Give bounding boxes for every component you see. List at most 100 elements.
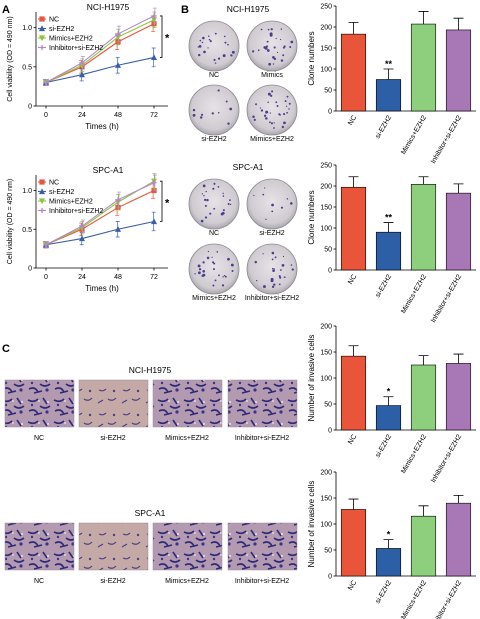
x-tick-label: NC	[347, 580, 358, 592]
x-tick-label: si-EZH2	[375, 433, 394, 458]
colony-spot	[229, 199, 231, 201]
panel-letter-c: C	[2, 343, 10, 355]
colony-spot	[213, 262, 216, 265]
invasion-image	[78, 522, 149, 571]
colony-spot	[289, 45, 292, 48]
colony-spot	[271, 90, 274, 93]
invasion-image	[227, 379, 298, 428]
colony-spot	[273, 122, 275, 124]
invasion-label: Mimics+EZH2	[165, 578, 209, 585]
error-bar	[453, 183, 464, 194]
significance-mark: *	[165, 197, 170, 209]
colony-spot	[262, 285, 266, 289]
y-tick-label: 50	[324, 402, 332, 409]
legend-marker	[39, 179, 45, 185]
colony-spot	[273, 268, 276, 270]
colony-spot	[280, 59, 284, 62]
colony-spot	[203, 195, 205, 197]
data-point	[115, 31, 121, 37]
colony-spot	[271, 267, 274, 270]
colony-spot	[278, 283, 281, 286]
x-axis-label: Times (h)	[85, 122, 119, 131]
y-tick-label: 200	[320, 324, 332, 331]
y-tick-label: 50	[324, 247, 332, 254]
x-tick-label: 72	[150, 112, 158, 119]
bar-chart-invasion-nci-h1975: 0 50 100 150 200 Number of invasive cells NC * s…	[307, 324, 476, 484]
colony-dish	[188, 178, 240, 230]
colony-spot	[197, 271, 201, 275]
dish-plate	[188, 20, 240, 72]
colony-spot	[279, 38, 282, 41]
error-bar	[383, 222, 394, 233]
invasion-title-spc-a1: SPC-A1	[135, 508, 166, 518]
colony-spot	[220, 212, 224, 216]
bar-mimics-ezh2	[410, 23, 437, 112]
colony-title-spc-a1: SPC-A1	[233, 162, 264, 172]
colony-spot	[229, 203, 232, 206]
colony-spot	[280, 28, 283, 30]
x-tick-label: Mimics+EZH2	[400, 579, 428, 619]
colony-spot	[192, 108, 196, 112]
bar-inhibitor-si-ezh2	[445, 192, 472, 271]
error-bar	[418, 505, 429, 517]
colony-spot	[204, 204, 207, 207]
colony-spot	[217, 89, 220, 92]
panel-letter-b: B	[181, 4, 189, 16]
legend-label: Mimics+EZH2	[49, 199, 93, 206]
colony-spot	[199, 116, 203, 119]
colony-spot	[262, 253, 264, 255]
colony-spot	[269, 121, 271, 124]
colony-spot	[280, 269, 282, 271]
colony-spot	[281, 125, 285, 129]
colony-dish	[246, 243, 298, 295]
x-tick-label: Inhibitor+si-EZH2	[430, 273, 463, 324]
colony-spot	[207, 250, 210, 253]
y-tick-label: 200	[320, 470, 332, 477]
colony-spot	[202, 184, 206, 188]
y-tick-label: 100	[320, 67, 332, 74]
colony-spot	[217, 57, 221, 60]
colony-spot	[202, 36, 205, 40]
series-line	[45, 182, 155, 246]
colony-spot	[279, 114, 281, 116]
data-point	[79, 223, 85, 229]
colony-spot	[271, 258, 274, 261]
error-bar	[348, 176, 359, 188]
colony-spot	[267, 92, 271, 96]
data-point	[79, 71, 85, 78]
data-point	[115, 197, 121, 203]
y-tick-label: 200	[320, 25, 332, 32]
y-axis-label: Cell viability (OD = 490 nm)	[7, 179, 14, 264]
x-tick-label: si-EZH2	[375, 273, 394, 298]
colony-spot	[283, 113, 286, 116]
significance-mark: *	[165, 33, 170, 45]
y-tick-label: 1.0	[22, 25, 32, 32]
colony-spot	[227, 202, 230, 206]
colony-spot	[197, 264, 201, 268]
colony-spot	[227, 43, 229, 46]
colony-spot	[266, 49, 270, 52]
invasion-image	[152, 379, 223, 428]
colony-spot	[224, 275, 227, 278]
bar-chart-clone-spc-a1: 0 50 100 150 200 250 Clone numbers NC ** si-EZH2 M…	[307, 163, 476, 324]
x-tick-label: 24	[78, 112, 86, 119]
colony-spot	[286, 111, 288, 114]
colony-spot	[230, 54, 233, 57]
colony-spot	[225, 100, 228, 103]
panel-letter-a: A	[2, 4, 10, 16]
invasion-image	[4, 379, 75, 428]
colony-dish	[188, 84, 240, 136]
colony-spot	[265, 117, 268, 120]
series-line	[45, 56, 155, 84]
error-bar	[453, 17, 464, 30]
colony-spot	[279, 276, 282, 279]
colony-spot	[274, 256, 277, 259]
colony-spot	[212, 284, 215, 287]
error-bar	[453, 495, 464, 504]
bar-nc	[340, 355, 367, 431]
colony-label: Mimics	[261, 72, 283, 79]
bar-inhibitor-si-ezh2	[445, 502, 472, 577]
data-point	[151, 54, 157, 61]
legend-label: si-EZH2	[49, 189, 74, 196]
colony-spot	[271, 210, 274, 213]
